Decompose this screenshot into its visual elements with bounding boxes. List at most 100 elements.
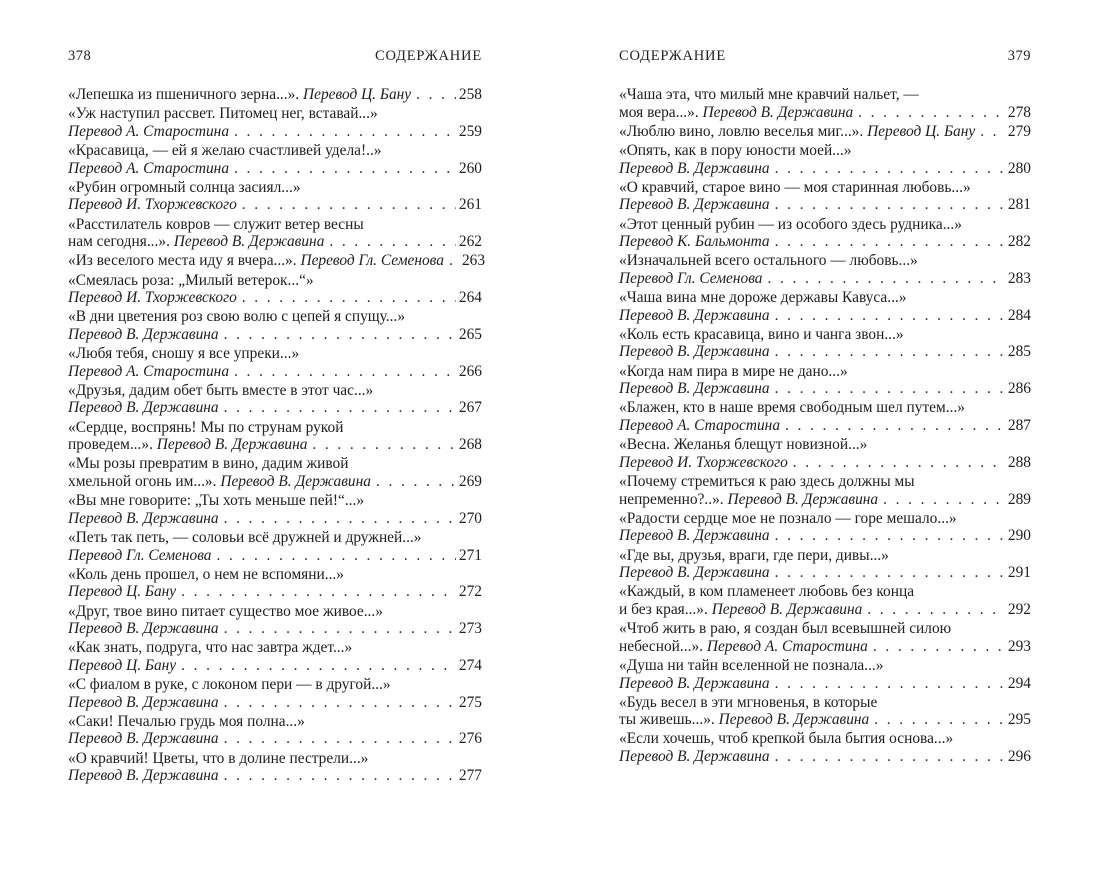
translator-credit: Перевод В. Державина bbox=[68, 767, 219, 785]
poem-title: проведем...». bbox=[68, 436, 157, 454]
dot-leader bbox=[224, 767, 456, 785]
toc-entry-line: Перевод В. Державина 296 bbox=[619, 748, 1031, 766]
toc-entry: «Сердце, воспрянь! Мы по струнам рукой пр… bbox=[68, 419, 482, 454]
poem-title: «Вы мне говорите: „Ты хоть меньше пей!“.… bbox=[68, 492, 365, 510]
toc-entry-line: моя вера...». Перевод В. Державина 278 bbox=[619, 104, 1031, 122]
toc-entry: «Друзья, дадим обет быть вместе в этот ч… bbox=[68, 382, 482, 417]
poem-title: «Как знать, подруга, что нас завтра ждет… bbox=[68, 639, 353, 657]
dot-leader bbox=[312, 436, 456, 454]
entry-page-number: 265 bbox=[458, 325, 482, 343]
toc-entry-line: «Любя тебя, сношу я все упреки...» bbox=[68, 345, 482, 363]
toc-entry: «Люблю вино, ловлю веселья миг...». Пере… bbox=[619, 123, 1031, 141]
toc-entry-line: нам сегодня...». Перевод В. Державина 262 bbox=[68, 233, 482, 251]
entry-page-number: 292 bbox=[1007, 600, 1031, 618]
poem-title: «Этот ценный рубин — из особого здесь ру… bbox=[619, 215, 962, 233]
poem-title: «Смеялась роза: „Милый ветерок...“» bbox=[68, 271, 314, 289]
toc-entry: «Из веселого места иду я вчера...». Пере… bbox=[68, 252, 486, 270]
toc-entry: «Изначальней всего остального — любовь..… bbox=[619, 252, 1031, 287]
toc-entry-line: «Петь так петь, — соловьи всё дружней и … bbox=[68, 529, 482, 547]
toc-entry-line: «С фиалом в руке, с локоном пери — в дру… bbox=[68, 676, 482, 694]
toc-entry: «Любя тебя, сношу я все упреки...» Перево… bbox=[68, 345, 482, 380]
dot-leader bbox=[224, 694, 456, 712]
dot-leader bbox=[775, 196, 1005, 214]
dot-leader bbox=[980, 123, 1005, 141]
page-right-379: СОДЕРЖАНИЕ 379 «Чаша эта, что милый мне … bbox=[619, 48, 1031, 767]
dot-leader bbox=[775, 748, 1005, 766]
entry-page-number: 272 bbox=[458, 583, 482, 601]
toc-entry-line: Перевод В. Державина 280 bbox=[619, 160, 1031, 178]
poem-title: «Весна. Желанья блещут новизной...» bbox=[619, 436, 868, 454]
entry-page-number: 271 bbox=[458, 546, 482, 564]
toc-entry: «Саки! Печалью грудь моя полна...» Перево… bbox=[68, 713, 482, 748]
poem-title: «Душа ни тайн вселенной не познала...» bbox=[619, 656, 884, 674]
toc-entry-line: «Расстилатель ковров — служит ветер весн… bbox=[68, 216, 482, 234]
poem-title: небесной...». bbox=[619, 637, 707, 655]
poem-title: «Петь так петь, — соловьи всё дружней и … bbox=[68, 528, 422, 546]
poem-title: «Рубин огромный солнца засиял...» bbox=[68, 178, 301, 196]
entry-page-number: 278 bbox=[1007, 103, 1031, 121]
translator-credit: Перевод Ц. Бану bbox=[68, 656, 177, 674]
page-number-left: 378 bbox=[68, 48, 92, 64]
dot-leader bbox=[181, 583, 456, 601]
toc-entry: «С фиалом в руке, с локоном пери — в дру… bbox=[68, 676, 482, 711]
poem-title: нам сегодня...». bbox=[68, 233, 174, 251]
entry-page-number: 281 bbox=[1007, 196, 1031, 214]
entry-page-number: 259 bbox=[458, 122, 482, 140]
dot-leader bbox=[775, 675, 1005, 693]
poem-title: «Уж наступил рассвет. Питомец нег, встав… bbox=[68, 105, 378, 123]
entry-page-number: 261 bbox=[458, 196, 482, 214]
running-title-right: СОДЕРЖАНИЕ bbox=[619, 48, 726, 64]
poem-title: «Любя тебя, сношу я все упреки...» bbox=[68, 345, 300, 363]
toc-entry-line: «Опять, как в пору юности моей...» bbox=[619, 142, 1031, 160]
toc-entry: «Петь так петь, — соловьи всё дружней и … bbox=[68, 529, 482, 564]
translator-credit: Перевод В. Державина bbox=[619, 748, 770, 766]
entry-page-number: 296 bbox=[1007, 748, 1031, 766]
toc-entry-line: Перевод В. Державина 290 bbox=[619, 527, 1031, 545]
translator-credit: Перевод Ц. Бану bbox=[303, 86, 412, 103]
toc-entry: «Весна. Желанья блещут новизной...» Перев… bbox=[619, 436, 1031, 471]
entry-page-number: 294 bbox=[1007, 674, 1031, 692]
entry-page-number: 277 bbox=[458, 767, 482, 785]
toc-entry: «Коль день прошел, о нем не вспомяни...»… bbox=[68, 566, 482, 601]
toc-entry-line: «О кравчий, старое вино — моя старинная … bbox=[619, 179, 1031, 197]
dot-leader bbox=[883, 491, 1005, 509]
toc-entry-line: «Рубин огромный солнца засиял...» bbox=[68, 179, 482, 197]
toc-entry-line: Перевод И. Тхоржевского 264 bbox=[68, 289, 482, 307]
entry-page-number: 263 bbox=[461, 252, 486, 270]
translator-credit: Перевод В. Державина bbox=[68, 693, 219, 711]
dot-leader bbox=[775, 160, 1005, 178]
toc-entry-line: Перевод А. Старостина 266 bbox=[68, 363, 482, 381]
toc-list-left: «Лепешка из пшеничного зерна...». Перево… bbox=[68, 86, 486, 785]
poem-title: «Друг, твое вино питает существо мое жив… bbox=[68, 602, 383, 620]
entry-page-number: 268 bbox=[458, 436, 482, 454]
toc-entry-line: «Коль есть красавица, вино и чанга звон.… bbox=[619, 326, 1031, 344]
toc-entry-line: «Душа ни тайн вселенной не познала...» bbox=[619, 657, 1031, 675]
translator-credit: Перевод И. Тхоржевского bbox=[68, 196, 237, 214]
toc-entry: «Опять, как в пору юности моей...» Перево… bbox=[619, 142, 1031, 177]
toc-entry-line: проведем...». Перевод В. Державина 268 bbox=[68, 436, 482, 454]
toc-entry-line: Перевод В. Державина 270 bbox=[68, 510, 482, 528]
dot-leader bbox=[224, 326, 456, 344]
entry-page-number: 267 bbox=[458, 399, 482, 417]
toc-entry-line: «Саки! Печалью грудь моя полна...» bbox=[68, 713, 482, 731]
toc-entry-line: «Вы мне говорите: „Ты хоть меньше пей!“.… bbox=[68, 492, 482, 510]
toc-entry-line: Перевод В. Державина 294 bbox=[619, 675, 1031, 693]
dot-leader bbox=[775, 564, 1005, 582]
poem-title: «Друзья, дадим обет быть вместе в этот ч… bbox=[68, 381, 374, 399]
toc-entry: «В дни цветения роз свою волю с цепей я … bbox=[68, 308, 482, 343]
toc-entry-line: «Как знать, подруга, что нас завтра ждет… bbox=[68, 639, 482, 657]
toc-entry-line: Перевод А. Старостина 260 bbox=[68, 160, 482, 178]
toc-entry-line: «Этот ценный рубин — из особого здесь ру… bbox=[619, 216, 1031, 234]
running-head-right: СОДЕРЖАНИЕ 379 bbox=[619, 48, 1031, 65]
dot-leader bbox=[775, 380, 1005, 398]
translator-credit: Перевод Гл. Семенова bbox=[68, 546, 212, 564]
entry-page-number: 269 bbox=[458, 473, 482, 490]
toc-entry: «Чаша эта, что милый мне кравчий нальет,… bbox=[619, 86, 1031, 121]
entry-page-number: 286 bbox=[1007, 380, 1031, 398]
poem-title: непременно?..». bbox=[619, 490, 728, 508]
dot-leader bbox=[449, 252, 459, 270]
entry-page-number: 284 bbox=[1007, 306, 1031, 324]
entry-page-number: 293 bbox=[1007, 637, 1031, 655]
toc-entry-line: «Чаша вина мне дороже державы Кавуса...» bbox=[619, 289, 1031, 307]
toc-entry-line: Перевод В. Державина 284 bbox=[619, 307, 1031, 325]
